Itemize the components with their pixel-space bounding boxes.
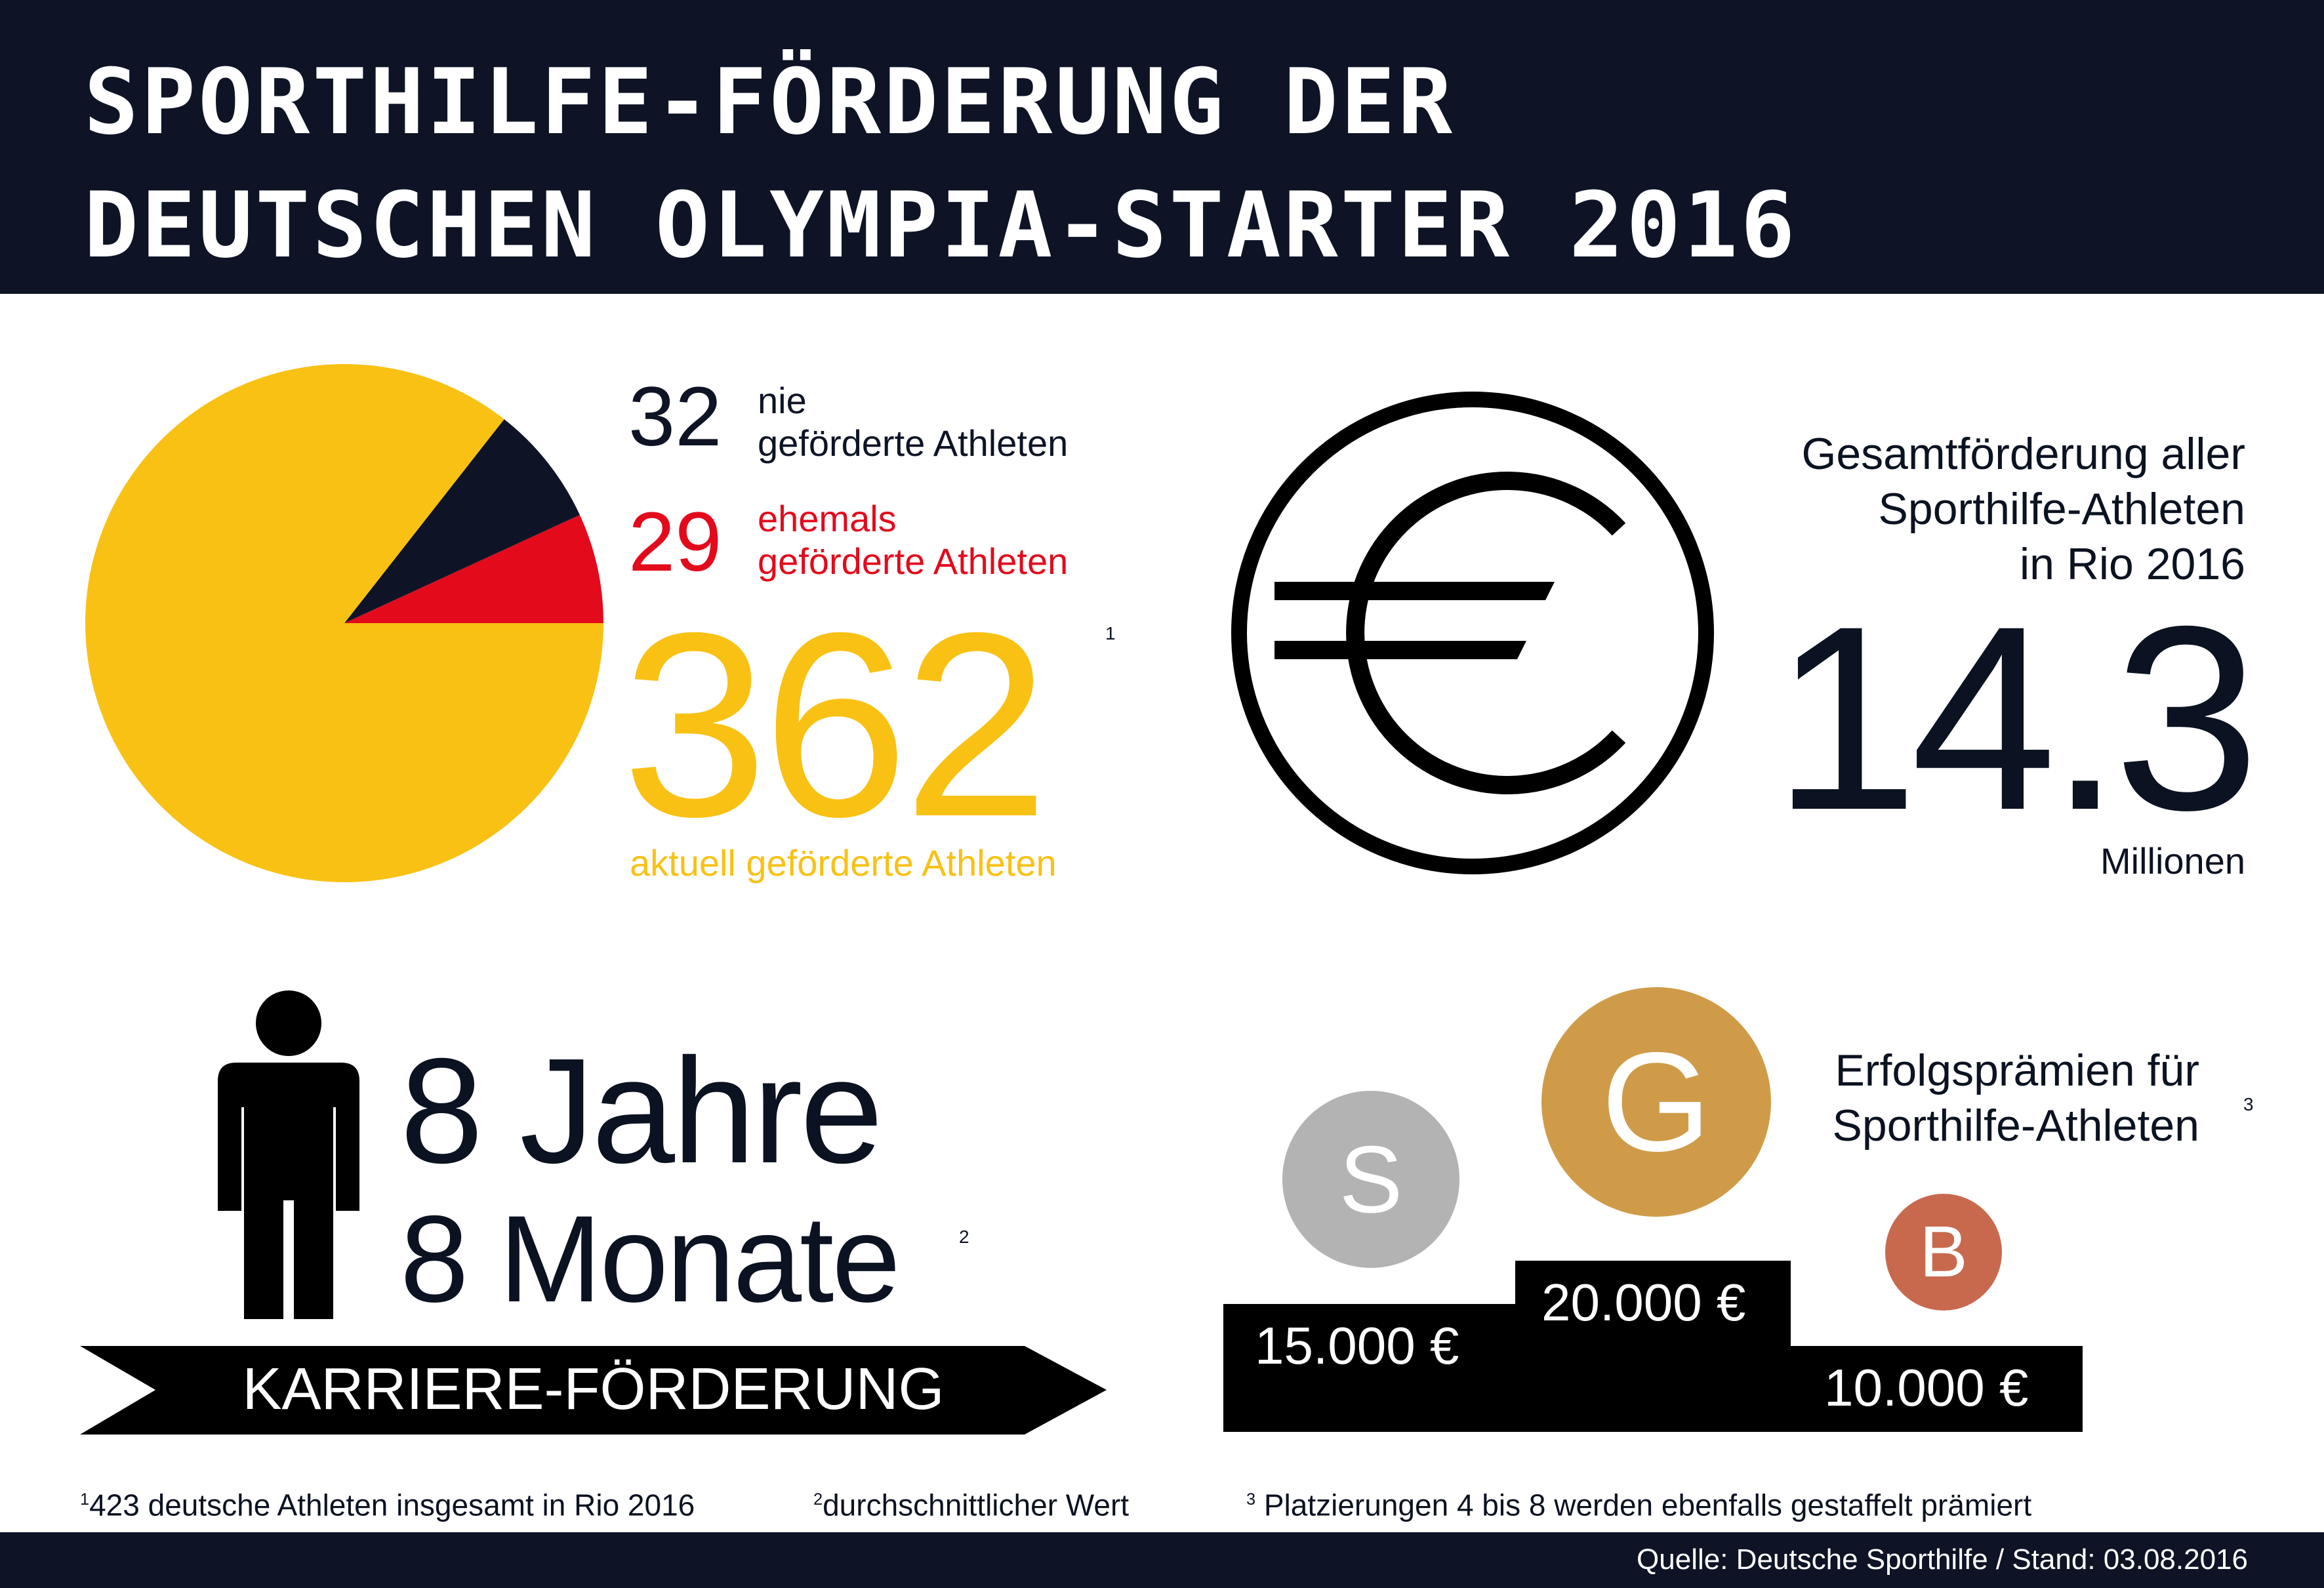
bronze-amount: 10.000 € bbox=[1824, 1358, 2029, 1417]
bonus-title-line-1: Erfolgsprämien für bbox=[1835, 1046, 2199, 1095]
page-title: SPORTHILFE-FÖRDERUNG DER DEUTSCHEN OLYMP… bbox=[84, 41, 2052, 287]
silver-amount: 15.000 € bbox=[1255, 1316, 1459, 1375]
label-never-text-1: nie bbox=[758, 380, 807, 421]
podium-bronze: 10.000 € bbox=[1787, 1346, 2083, 1432]
podium-gold: 20.000 € bbox=[1515, 1261, 1791, 1432]
label-never-text-2: geförderte Athleten bbox=[758, 422, 1069, 464]
footnote-1-text: 423 deutsche Athleten insgesamt in Rio 2… bbox=[89, 1488, 695, 1522]
label-current-text: aktuell geförderte Athleten bbox=[630, 842, 1057, 884]
funding-line-3: in Rio 2016 bbox=[2019, 539, 2245, 589]
career-months-footnote: 2 bbox=[959, 1227, 969, 1247]
label-former-text-1: ehemals bbox=[758, 498, 897, 539]
footnote-1-mark: 1 bbox=[80, 1490, 90, 1509]
label-former-number: 29 bbox=[628, 495, 722, 589]
gold-medal-letter: G bbox=[1601, 1023, 1711, 1181]
career-banner-shape bbox=[80, 1346, 1107, 1435]
career-months: 8 Monate bbox=[400, 1190, 901, 1328]
bronze-medal: B bbox=[1885, 1194, 2002, 1311]
label-current-number: 362 bbox=[622, 578, 1049, 871]
career-years: 8 Jahre bbox=[400, 1028, 883, 1194]
person-icon bbox=[218, 990, 359, 1319]
label-never-number: 32 bbox=[628, 370, 722, 464]
pie-slice-never bbox=[344, 419, 580, 623]
footnote-2-text: durchschnittlicher Wert bbox=[823, 1488, 1130, 1522]
pie-slice-current bbox=[85, 364, 603, 882]
footnote-3-mark: 3 bbox=[1246, 1490, 1256, 1509]
footnote-1: 1423 deutsche Athleten insgesamt in Rio … bbox=[80, 1481, 695, 1523]
gold-amount: 20.000 € bbox=[1541, 1273, 1746, 1332]
pie-chart bbox=[85, 364, 603, 882]
euro-icon bbox=[1231, 392, 1714, 874]
bronze-medal-letter: B bbox=[1919, 1211, 1968, 1292]
gold-medal: G bbox=[1541, 987, 1771, 1217]
bonus-title-line-2: Sporthilfe-Athleten bbox=[1832, 1101, 2199, 1150]
bonus-title: Erfolgsprämien für Sporthilfe-Athleten bbox=[1833, 1043, 2199, 1153]
label-former-text-2: geförderte Athleten bbox=[758, 540, 1069, 582]
title-line-1: SPORTHILFE-FÖRDERUNG DER bbox=[84, 49, 1455, 155]
career-banner: KARRIERE-FÖRDERUNG bbox=[242, 1356, 945, 1422]
header-bar bbox=[0, 0, 2324, 294]
label-current-footnote: 1 bbox=[1105, 623, 1116, 643]
footnote-3: 3 Platzierungen 4 bis 8 werden ebenfalls… bbox=[1246, 1481, 2031, 1523]
source-credit: Quelle: Deutsche Sporthilfe / Stand: 03.… bbox=[1637, 1543, 2248, 1576]
silver-medal-letter: S bbox=[1339, 1126, 1403, 1232]
funding-line-1: Gesamtförderung aller bbox=[1801, 429, 2245, 479]
footnote-3-text: Platzierungen 4 bis 8 werden ebenfalls g… bbox=[1263, 1488, 2032, 1522]
silver-medal: S bbox=[1282, 1091, 1459, 1268]
footnote-2-mark: 2 bbox=[813, 1490, 823, 1509]
funding-amount: 14.3 bbox=[1772, 571, 2260, 865]
title-line-2: DEUTSCHEN OLYMPIA-STARTER 2016 bbox=[84, 173, 1798, 278]
footnote-2: 2durchschnittlicher Wert bbox=[813, 1481, 1129, 1523]
podium-silver: 15.000 € bbox=[1223, 1304, 1519, 1432]
footer-bar bbox=[0, 1532, 2324, 1588]
funding-description: Gesamtförderung aller Sporthilfe-Athlete… bbox=[1801, 426, 2245, 592]
funding-line-2: Sporthilfe-Athleten bbox=[1878, 484, 2245, 534]
funding-unit: Millionen bbox=[2100, 840, 2245, 882]
pie-slice-former bbox=[344, 515, 603, 623]
bonus-title-footnote: 3 bbox=[2243, 1094, 2254, 1114]
